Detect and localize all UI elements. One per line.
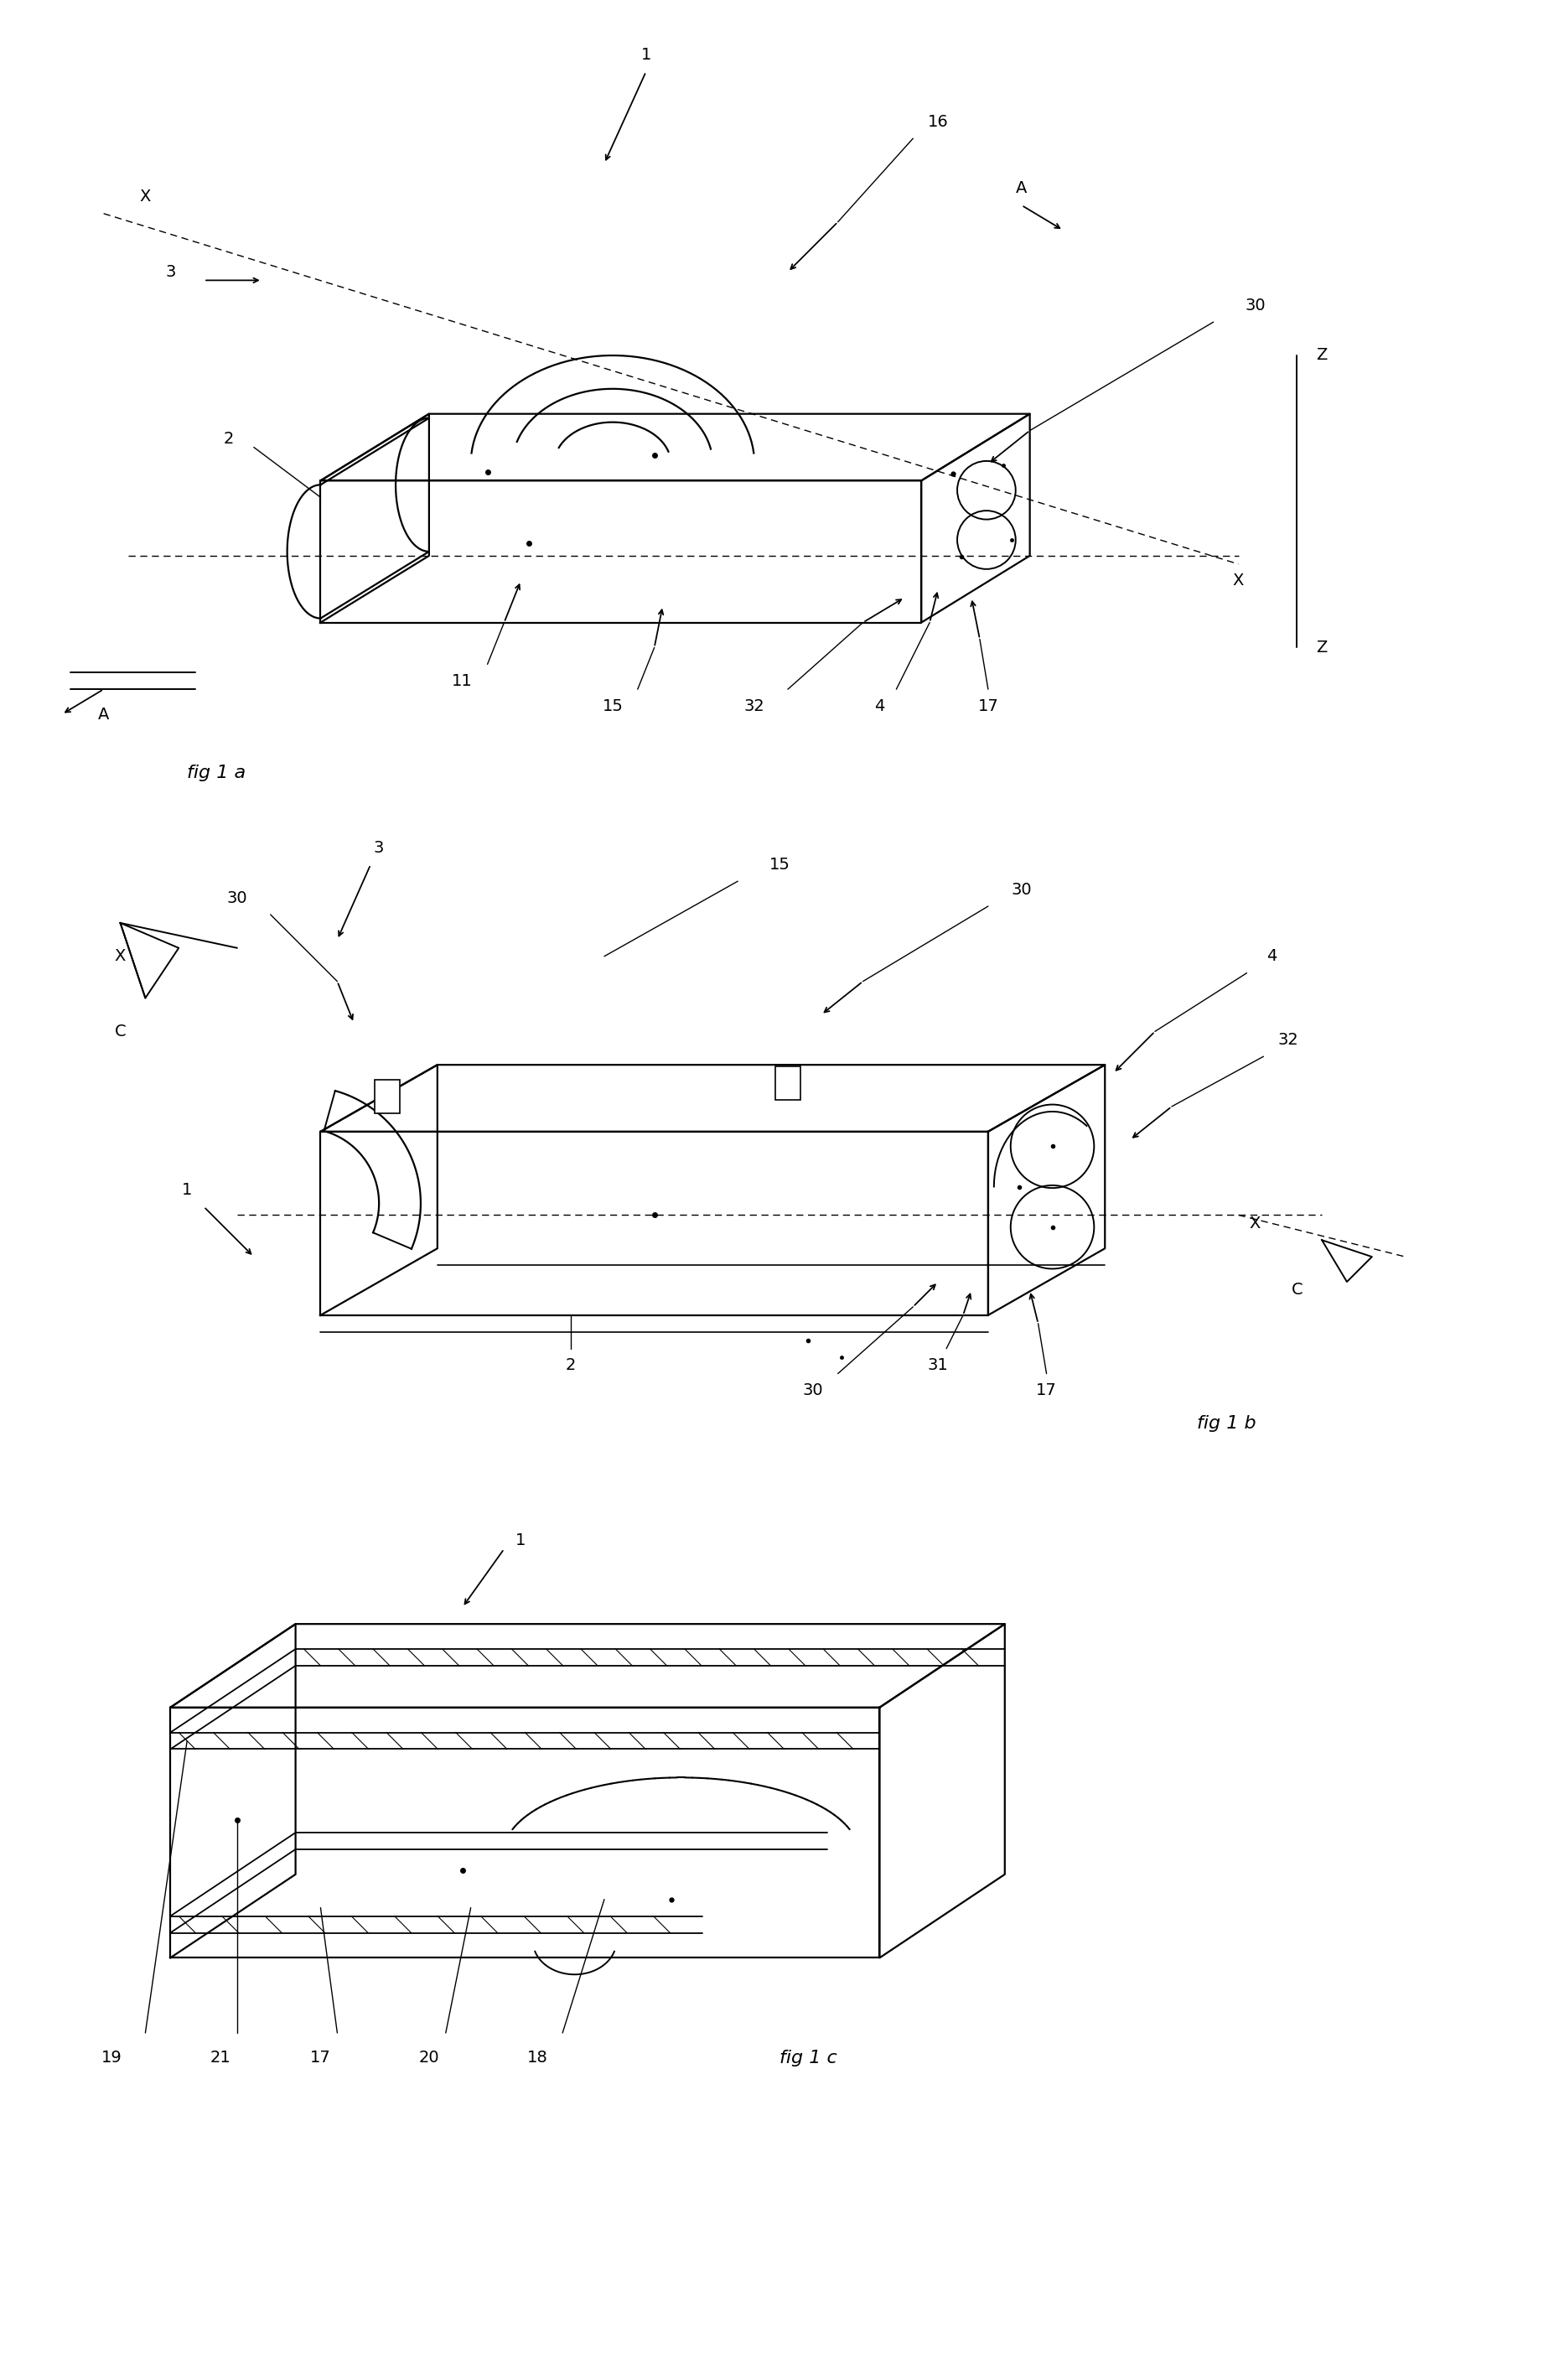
Text: 20: 20 — [419, 2049, 440, 2066]
Bar — [374, 1081, 399, 1114]
Text: 17: 17 — [1037, 1383, 1057, 1399]
Text: Z: Z — [1316, 640, 1327, 654]
Text: X: X — [115, 947, 126, 964]
Text: 32: 32 — [744, 697, 765, 714]
Text: 15: 15 — [602, 697, 624, 714]
Bar — [775, 1066, 800, 1100]
Text: 17: 17 — [310, 2049, 331, 2066]
Text: 15: 15 — [769, 857, 790, 873]
Text: 32: 32 — [1278, 1033, 1299, 1047]
Text: 4: 4 — [1266, 947, 1277, 964]
Text: 2: 2 — [223, 431, 234, 447]
Text: 16: 16 — [928, 114, 948, 131]
Text: Z: Z — [1316, 347, 1327, 364]
Text: 11: 11 — [452, 674, 472, 688]
Text: 19: 19 — [101, 2049, 122, 2066]
Text: X: X — [1233, 574, 1244, 588]
Text: 30: 30 — [803, 1383, 823, 1399]
Text: fig 1 b: fig 1 b — [1197, 1416, 1257, 1433]
Text: A: A — [1016, 181, 1027, 198]
Text: fig 1 a: fig 1 a — [187, 764, 246, 781]
Text: 31: 31 — [928, 1357, 948, 1373]
Text: 3: 3 — [165, 264, 176, 281]
Text: X: X — [140, 188, 151, 205]
Text: 18: 18 — [527, 2049, 547, 2066]
Text: fig 1 c: fig 1 c — [780, 2049, 837, 2066]
Text: 30: 30 — [1012, 881, 1032, 897]
Text: 1: 1 — [516, 1533, 525, 1549]
Text: C: C — [1291, 1283, 1303, 1297]
Text: 30: 30 — [226, 890, 248, 907]
Text: 21: 21 — [210, 2049, 231, 2066]
Text: 17: 17 — [977, 697, 998, 714]
Text: 30: 30 — [1244, 298, 1266, 314]
Text: 4: 4 — [875, 697, 886, 714]
Text: 1: 1 — [182, 1183, 192, 1197]
Text: 3: 3 — [374, 840, 384, 857]
Text: X: X — [1249, 1216, 1261, 1230]
Text: A: A — [98, 707, 109, 721]
Text: 1: 1 — [641, 48, 652, 62]
Text: 2: 2 — [566, 1357, 577, 1373]
Text: C: C — [115, 1023, 126, 1040]
